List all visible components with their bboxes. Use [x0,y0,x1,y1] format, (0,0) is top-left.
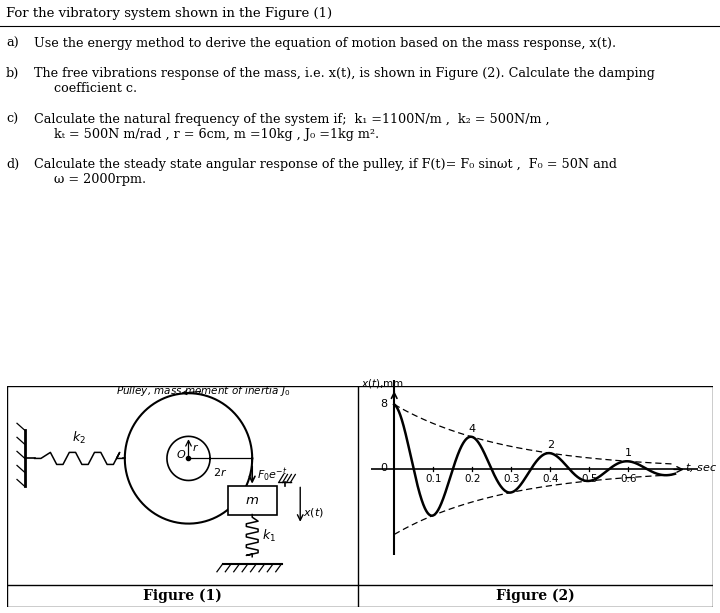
Text: Figure (2): Figure (2) [496,588,575,603]
Text: For the vibratory system shown in the Figure (1): For the vibratory system shown in the Fi… [6,7,332,20]
Text: d): d) [6,158,19,171]
Text: b): b) [6,67,19,80]
Text: 8: 8 [380,400,387,409]
Text: $t$, sec: $t$, sec [685,460,717,473]
Text: 1: 1 [625,448,631,458]
Text: The free vibrations response of the mass, i.e. x(t), is shown in Figure (2). Cal: The free vibrations response of the mass… [34,67,655,80]
Text: 0.3: 0.3 [503,474,519,484]
Text: c): c) [6,113,18,126]
Text: $x(t)$: $x(t)$ [303,506,324,519]
Text: 0.6: 0.6 [620,474,636,484]
Text: 4: 4 [469,424,476,433]
Text: Use the energy method to derive the equation of motion based on the mass respons: Use the energy method to derive the equa… [34,37,616,50]
Text: 0: 0 [380,463,387,473]
Text: Calculate the natural frequency of the system if;  k₁ =1100N/m ,  k₂ = 500N/m ,: Calculate the natural frequency of the s… [34,113,549,126]
Bar [228,487,276,514]
Text: $k_1$: $k_1$ [262,528,276,544]
Text: coefficient c.: coefficient c. [34,82,137,96]
Text: $r$: $r$ [192,442,199,453]
Text: 0.2: 0.2 [464,474,480,484]
Text: 0.4: 0.4 [542,474,559,484]
Text: $m$: $m$ [246,494,259,507]
Text: Calculate the steady state angular response of the pulley, if F(t)= F₀ sinωt ,  : Calculate the steady state angular respo… [34,158,617,171]
Text: a): a) [6,37,19,50]
Text: Figure (1): Figure (1) [143,588,222,603]
Text: kₜ = 500N m/rad , r = 6cm, m =10kg , J₀ =1kg m².: kₜ = 500N m/rad , r = 6cm, m =10kg , J₀ … [34,128,379,140]
Text: $F_0e^{-t}$: $F_0e^{-t}$ [257,466,288,484]
Text: O: O [176,451,185,460]
Text: $x(t)$,mm: $x(t)$,mm [361,377,404,390]
Text: 0.5: 0.5 [581,474,598,484]
Text: ω = 2000rpm.: ω = 2000rpm. [34,173,146,186]
Text: 0.1: 0.1 [425,474,441,484]
Text: 2: 2 [546,440,554,450]
Text: $2r$: $2r$ [213,466,228,478]
Text: $k_2$: $k_2$ [72,430,86,446]
Text: Pulley, mass moment of inertia $J_0$: Pulley, mass moment of inertia $J_0$ [116,384,290,398]
